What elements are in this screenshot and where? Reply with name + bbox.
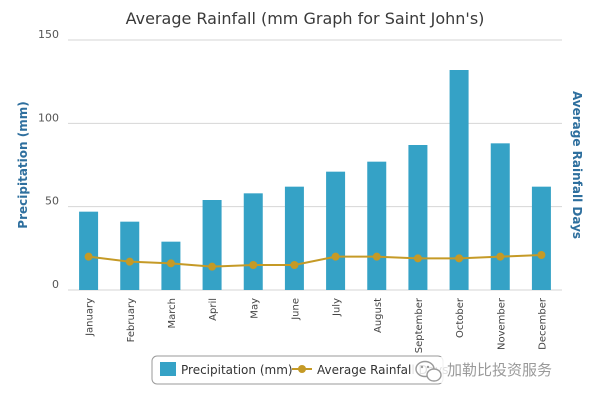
rainfall-days-point[interactable] [84, 252, 93, 261]
x-tick-label: August [373, 298, 384, 333]
y-tick-label: 150 [38, 28, 59, 41]
legend-item-precipitation[interactable]: Precipitation (mm) [160, 362, 293, 377]
legend-marker-swatch [298, 365, 306, 373]
bar-april[interactable] [202, 200, 222, 290]
x-tick-label: April [208, 298, 219, 321]
rainfall-days-point[interactable] [331, 252, 340, 261]
bar-november[interactable] [490, 143, 510, 290]
bar-may[interactable] [243, 193, 263, 290]
x-tick-label: October [455, 297, 466, 338]
bar-august[interactable] [367, 161, 387, 290]
y-axis-ticks: 0 50 100 150 [38, 28, 59, 291]
x-tick-label: November [496, 297, 507, 350]
bar-june[interactable] [284, 186, 304, 290]
legend-label-precipitation: Precipitation (mm) [181, 363, 293, 377]
rainfall-days-point[interactable] [372, 252, 381, 261]
rainfall-days-polyline [88, 254, 542, 268]
x-tick-label: May [249, 298, 260, 319]
bar-february[interactable] [120, 221, 140, 290]
y-tick-label: 50 [45, 195, 59, 208]
watermark-text: 加勒比投资服务 [447, 361, 552, 379]
x-tick-label: March [167, 298, 178, 328]
rainfall-days-point[interactable] [125, 257, 134, 266]
bar-september[interactable] [408, 145, 428, 290]
legend: Precipitation (mm) Average Rainfall Days [151, 355, 448, 385]
rainfall-days-point[interactable] [413, 254, 422, 263]
x-tick-label: January [85, 298, 96, 337]
y-tick-label: 100 [38, 111, 59, 124]
x-tick-label: July [332, 298, 343, 317]
bar-october[interactable] [449, 70, 469, 290]
y2-axis-title: Average Rainfall Days [570, 91, 584, 239]
bar-january[interactable] [79, 211, 99, 290]
grid-lines [68, 39, 562, 291]
x-axis-category-labels: January February March April May June July Augu… [85, 297, 549, 353]
watermark: 加勒比投资服务 [412, 357, 600, 383]
rainfall-days-line [84, 251, 546, 271]
rainfall-days-point[interactable] [208, 262, 217, 271]
wechat-icon [415, 360, 442, 382]
rainfall-days-point[interactable] [537, 251, 546, 259]
x-tick-label: February [126, 298, 137, 342]
rainfall-days-point[interactable] [249, 261, 258, 269]
y-tick-label: 0 [52, 278, 59, 291]
x-tick-label: June [290, 298, 301, 321]
x-tick-label: December [537, 297, 548, 350]
x-tick-label: September [414, 297, 425, 353]
rainfall-days-point[interactable] [166, 259, 175, 268]
rainfall-days-point[interactable] [496, 252, 505, 261]
watermark-backdrop [412, 357, 600, 383]
bar-december[interactable] [531, 186, 551, 290]
legend-bar-swatch [160, 362, 176, 376]
chart-title: Average Rainfall (mm Graph for Saint Joh… [126, 9, 485, 28]
rainfall-days-point[interactable] [455, 254, 464, 263]
bar-july[interactable] [326, 171, 346, 290]
y-axis-title: Precipitation (mm) [16, 101, 30, 228]
rainfall-days-point[interactable] [290, 261, 299, 269]
